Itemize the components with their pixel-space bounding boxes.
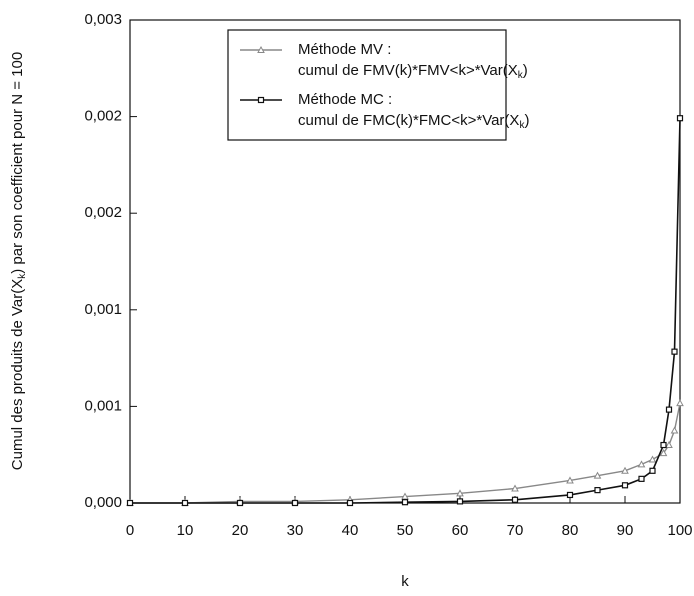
marker bbox=[665, 440, 673, 449]
legend-box bbox=[227, 29, 507, 141]
marker bbox=[676, 399, 684, 407]
legend-marker bbox=[257, 45, 265, 53]
marker bbox=[566, 491, 574, 499]
marker bbox=[593, 471, 602, 479]
marker bbox=[648, 455, 657, 463]
y-tick-label: 0,002 bbox=[84, 204, 122, 221]
x-tick-label: 90 bbox=[617, 522, 634, 539]
y-label-sub: k bbox=[17, 273, 28, 279]
y-label-part: Cumul des produits de Var(X bbox=[9, 279, 26, 470]
marker bbox=[659, 449, 668, 457]
marker bbox=[401, 499, 409, 506]
x-tick-label: 50 bbox=[397, 522, 414, 539]
x-tick-label: 20 bbox=[232, 522, 249, 539]
x-tick-label: 100 bbox=[667, 522, 692, 539]
marker bbox=[638, 475, 645, 482]
y-tick-label: 0,000 bbox=[84, 494, 122, 511]
y-tick-label: 0,001 bbox=[84, 397, 122, 414]
marker bbox=[621, 482, 629, 489]
marker bbox=[126, 499, 134, 507]
legend-sub: k bbox=[518, 70, 524, 81]
marker bbox=[566, 476, 574, 484]
marker bbox=[346, 499, 354, 507]
marker bbox=[660, 441, 667, 449]
x-tick-label: 70 bbox=[507, 522, 524, 539]
marker bbox=[181, 499, 189, 507]
legend-detail: cumul de FMV(k)*FMV<k>*Var(Xk) bbox=[298, 62, 528, 81]
x-axis-label: k bbox=[401, 573, 409, 590]
marker bbox=[594, 487, 601, 494]
x-tick-label: 0 bbox=[126, 522, 134, 539]
marker bbox=[236, 499, 244, 507]
y-tick-label: 0,002 bbox=[84, 108, 122, 125]
y-tick-label: 0,003 bbox=[84, 11, 122, 28]
marker bbox=[665, 406, 673, 413]
x-tick-label: 30 bbox=[287, 522, 304, 539]
marker bbox=[637, 460, 646, 468]
marker bbox=[671, 348, 678, 355]
x-tick-label: 40 bbox=[342, 522, 359, 539]
legend-detail: cumul de FMC(k)*FMC<k>*Var(Xk) bbox=[298, 112, 529, 131]
legend-entry: Méthode MC : bbox=[298, 91, 392, 108]
marker bbox=[670, 426, 679, 434]
y-axis-label: Cumul des produits de Var(Xk) par son co… bbox=[9, 52, 28, 470]
marker bbox=[511, 496, 519, 503]
marker bbox=[401, 492, 409, 500]
x-tick-label: 60 bbox=[452, 522, 469, 539]
x-tick-label: 10 bbox=[177, 522, 194, 539]
marker bbox=[649, 467, 656, 474]
marker bbox=[511, 484, 519, 492]
legend-part: cumul de FMV(k)*FMV<k>*Var(X bbox=[298, 62, 518, 79]
y-tick-label: 0,001 bbox=[84, 301, 122, 318]
legend-marker bbox=[257, 96, 265, 104]
marker bbox=[456, 489, 464, 497]
marker bbox=[676, 115, 684, 122]
legend-part: ) bbox=[523, 62, 528, 79]
marker bbox=[456, 498, 464, 505]
legend-entry: Méthode MV : bbox=[298, 41, 391, 58]
y-label-part: ) par son coefficient pour N = 100 bbox=[9, 52, 26, 274]
legend-sub: k bbox=[519, 120, 525, 131]
legend-part: ) bbox=[524, 112, 529, 129]
marker bbox=[621, 466, 629, 474]
series-line bbox=[130, 118, 681, 504]
legend-part: cumul de FMC(k)*FMC<k>*Var(X bbox=[298, 112, 519, 129]
marker bbox=[291, 499, 299, 507]
x-tick-label: 80 bbox=[562, 522, 579, 539]
